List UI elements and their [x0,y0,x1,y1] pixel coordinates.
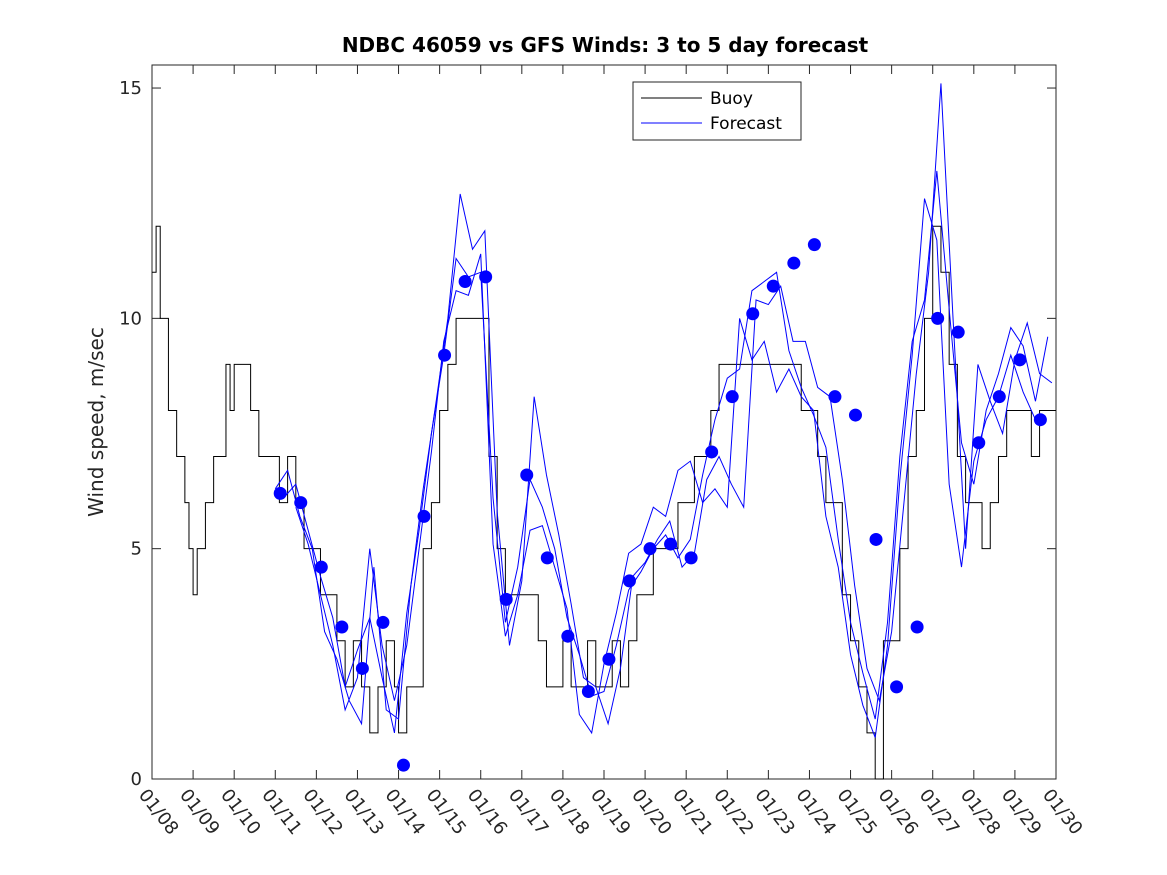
y-tick-label: 0 [131,769,142,790]
forecast-point [561,629,575,643]
legend-label-forecast: Forecast [710,114,782,134]
forecast-point [622,574,636,588]
forecast-line-1 [274,83,1053,726]
forecast-point [458,275,472,289]
forecast-point [540,551,554,565]
forecast-markers [273,238,1047,772]
forecast-point [705,445,719,459]
buoy-line [152,225,1056,780]
forecast-point [664,537,678,551]
forecast-point [417,509,431,523]
y-tick-label: 10 [119,308,142,329]
forecast-point [684,551,698,565]
forecast-point [828,390,842,404]
forecast-line-3 [295,198,1036,738]
forecast-point [294,496,308,510]
forecast-point [396,758,410,772]
forecast-point [787,256,801,270]
forecast-point [910,620,924,634]
legend: Buoy Forecast [632,81,802,141]
y-tick-label: 15 [119,78,142,99]
forecast-point [376,615,390,629]
legend-label-buoy: Buoy [710,89,753,109]
forecast-point [438,348,452,362]
y-axis-label: Wind speed, m/sec [84,327,108,517]
forecast-point [766,279,780,293]
forecast-point [581,684,595,698]
forecast-point [992,390,1006,404]
forecast-point [725,390,739,404]
forecast-point [931,311,945,325]
forecast-point [951,325,965,339]
forecast-point [479,270,493,284]
forecast-point [499,592,513,606]
plot-area [151,64,1057,780]
chart-title: NDBC 46059 vs GFS Winds: 3 to 5 day fore… [342,33,869,57]
forecast-point [746,307,760,321]
forecast-point [355,661,369,675]
forecast-point [335,620,349,634]
forecast-point [273,486,287,500]
y-tick-label: 5 [131,539,142,560]
legend-box [632,81,802,141]
forecast-point [314,560,328,574]
forecast-point [848,408,862,422]
forecast-line-2 [283,170,1049,734]
y-axis: 0 5 10 15 [119,78,1056,790]
forecast-point [643,542,657,556]
forecast-point [602,652,616,666]
series-group [152,83,1056,780]
forecast-point [1013,353,1027,367]
forecast-point [1033,413,1047,427]
forecast-point [972,436,986,450]
forecast-point [520,468,534,482]
forecast-point [890,680,904,694]
forecast-point [807,238,821,252]
forecast-point [869,532,883,546]
